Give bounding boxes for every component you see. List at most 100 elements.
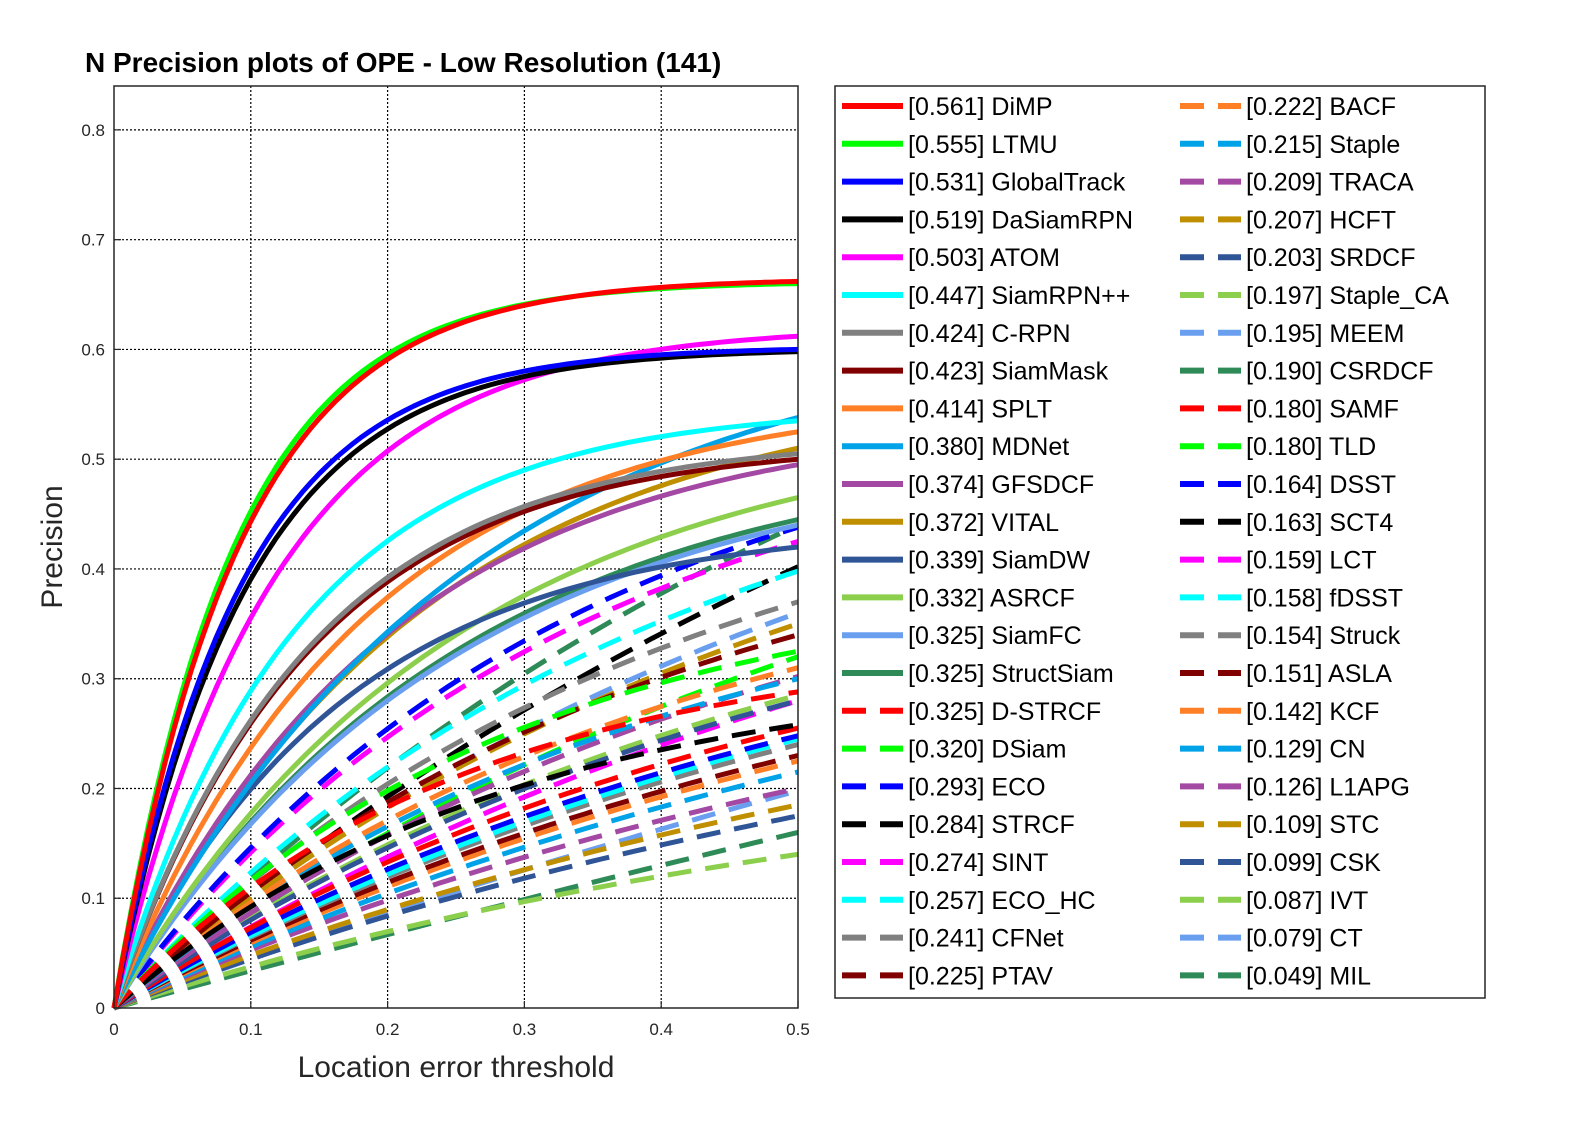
series-line-44 [113,813,799,1011]
legend-label-28: [0.203] SRDCF [1246,244,1416,272]
legend-label-23: [0.225] PTAV [908,962,1053,990]
legend-entry-30: [0.195] MEEM [1180,320,1404,348]
legend-entry-24: [0.222] BACF [1180,93,1396,121]
legend-label-29: [0.197] Staple_CA [1246,282,1449,310]
legend-entry-12: [0.339] SiamDW [842,547,1090,575]
legend-entry-32: [0.180] SAMF [1180,395,1399,423]
legend-entry-38: [0.154] Struck [1180,622,1401,650]
series-line-21 [112,568,799,1010]
legend-label-24: [0.222] BACF [1246,93,1396,121]
series-line-35 [112,564,800,1010]
legend-label-6: [0.424] C-RPN [908,320,1071,348]
chart-title: N Precision plots of OPE - Low Resolutio… [85,47,721,78]
legend-entry-25: [0.215] Staple [1180,131,1400,159]
series-line-23 [112,632,799,1010]
legend-label-13: [0.332] ASRCF [908,584,1075,612]
legend-entry-43: [0.109] STC [1180,811,1379,839]
legend-entry-29: [0.197] Staple_CA [1180,282,1449,310]
legend-box [834,85,1486,999]
legend-entry-15: [0.325] StructSiam [842,660,1114,688]
legend-label-3: [0.519] DaSiamRPN [908,206,1133,234]
legend-entry-6: [0.424] C-RPN [842,320,1071,348]
y-tick-label-3: 0.3 [81,670,105,689]
series-line-14 [111,522,799,1010]
legend-entry-18: [0.293] ECO [842,773,1046,801]
legend-label-14: [0.325] SiamFC [908,622,1082,650]
legend-entry-2: [0.531] GlobalTrack [842,169,1126,197]
legend-label-12: [0.339] SiamDW [908,547,1090,575]
legend-entry-22: [0.241] CFNet [842,925,1064,953]
x-tick-label-1: 0.1 [239,1020,263,1039]
legend-label-41: [0.129] CN [1246,736,1366,764]
series-line-5 [111,418,799,1009]
x-axis-title: Location error threshold [298,1051,615,1084]
x-tick-label-0: 0 [109,1020,118,1039]
legend-entry-8: [0.414] SPLT [842,395,1052,423]
y-tick-label-1: 0.1 [81,889,105,908]
legend-label-5: [0.447] SiamRPN++ [908,282,1130,310]
series-line-43 [113,802,799,1011]
series-line-2 [111,346,799,1009]
legend-label-4: [0.503] ATOM [908,244,1060,272]
series-line-16 [112,689,799,1010]
legend-label-32: [0.180] SAMF [1246,395,1399,423]
y-tick-label-4: 0.4 [81,560,105,579]
legend-entry-14: [0.325] SiamFC [842,622,1082,650]
legend-entry-39: [0.151] ASLA [1180,660,1392,688]
legend-label-38: [0.154] Struck [1246,622,1401,650]
axis-ticks: 0 0.1 0.2 0.3 0.4 0.5 0 0.1 0.2 0.3 0.4 0.5 0.6 0.7 0.… [81,121,809,1039]
y-tick-label-6: 0.6 [81,340,105,359]
legend-entry-17: [0.320] DSiam [842,736,1066,764]
series-line-37 [112,736,799,1011]
series-line-34 [112,733,799,1011]
legend-label-42: [0.126] L1APG [1246,773,1410,801]
legend-entry-40: [0.142] KCF [1180,698,1379,726]
legend-label-19: [0.284] STRCF [908,811,1075,839]
series-line-42 [112,786,799,1011]
legend-entry-16: [0.325] D-STRCF [842,698,1101,726]
legend-entry-0: [0.561] DiMP [842,93,1053,121]
y-axis-title: Precision [36,485,69,608]
legend-label-36: [0.159] LCT [1246,547,1377,575]
legend-label-47: [0.049] MIL [1246,962,1371,990]
legend-label-34: [0.164] DSST [1246,471,1396,499]
legend-entry-27: [0.207] HCFT [1180,206,1396,234]
legend-label-45: [0.087] IVT [1246,887,1368,915]
series-line-10 [111,462,799,1010]
legend-label-22: [0.241] CFNet [908,925,1064,953]
legend-label-30: [0.195] MEEM [1246,320,1404,348]
legend-entry-31: [0.190] CSRDCF [1180,358,1434,386]
series-line-17 [112,648,799,1010]
legend-entry-1: [0.555] LTMU [842,131,1058,159]
legend-entry-44: [0.099] CSK [1180,849,1381,877]
series-line-32 [112,725,799,1011]
legend-entry-45: [0.087] IVT [1180,887,1368,915]
legend-label-0: [0.561] DiMP [908,93,1053,121]
legend-entry-11: [0.372] VITAL [842,509,1059,537]
series-line-6 [111,451,799,1009]
x-tick-label-3: 0.3 [513,1020,537,1039]
legend-entry-23: [0.225] PTAV [842,962,1053,990]
legend-label-8: [0.414] SPLT [908,395,1052,423]
legend-label-37: [0.158] fDSST [1246,584,1403,612]
legend-entry-3: [0.519] DaSiamRPN [842,206,1133,234]
series-line-19 [112,722,799,1010]
legend-label-33: [0.180] TLD [1246,433,1376,461]
legend-label-27: [0.207] HCFT [1246,206,1396,234]
legend-entry-35: [0.163] SCT4 [1180,509,1393,537]
legend-label-46: [0.079] CT [1246,925,1363,953]
x-tick-label-5: 0.5 [786,1020,810,1039]
legend-entry-4: [0.503] ATOM [842,244,1060,272]
y-tick-label-7: 0.7 [81,231,105,250]
legend-entry-7: [0.423] SiamMask [842,358,1109,386]
legend-label-2: [0.531] GlobalTrack [908,169,1126,197]
legend-label-26: [0.209] TRACA [1246,169,1414,197]
legend-label-1: [0.555] LTMU [908,131,1058,159]
legend-label-31: [0.190] CSRDCF [1246,358,1434,386]
y-tick-label-8: 0.8 [81,121,105,140]
legend-label-43: [0.109] STC [1246,811,1379,839]
series-line-20 [112,539,799,1010]
y-tick-label-5: 0.5 [81,450,105,469]
legend-label-18: [0.293] ECO [908,773,1046,801]
legend-label-9: [0.380] MDNet [908,433,1069,461]
